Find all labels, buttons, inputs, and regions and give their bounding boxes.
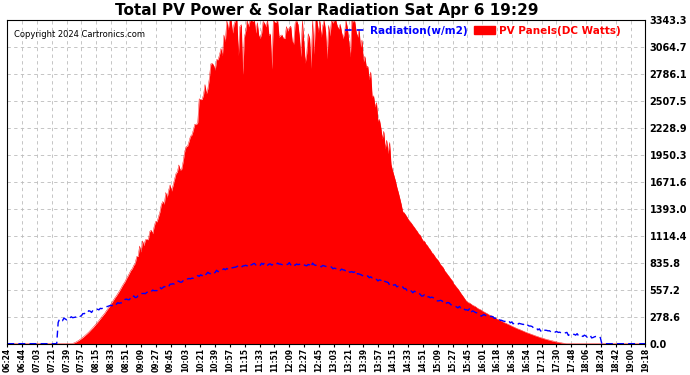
Title: Total PV Power & Solar Radiation Sat Apr 6 19:29: Total PV Power & Solar Radiation Sat Apr…: [115, 3, 538, 18]
Text: Copyright 2024 Cartronics.com: Copyright 2024 Cartronics.com: [14, 30, 145, 39]
Legend: Radiation(w/m2), PV Panels(DC Watts): Radiation(w/m2), PV Panels(DC Watts): [346, 26, 621, 36]
